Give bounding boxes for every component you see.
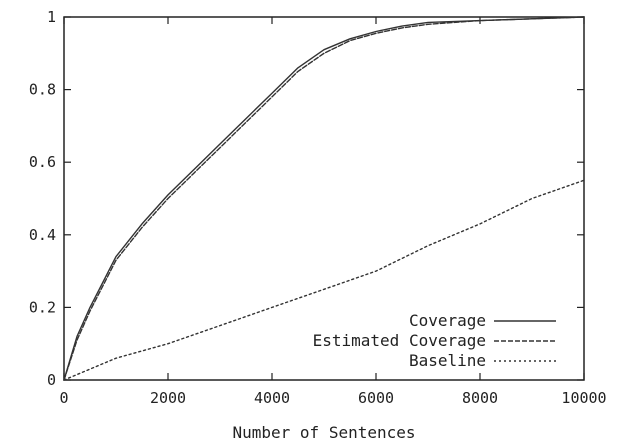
y-tick-label: 0.4 xyxy=(29,226,56,244)
x-tick-label: 0 xyxy=(59,389,68,407)
x-tick-label: 8000 xyxy=(462,389,498,407)
x-tick-label: 4000 xyxy=(254,389,290,407)
y-tick-label: 1 xyxy=(47,8,56,26)
series-line-baseline xyxy=(63,179,585,381)
x-tick-label: 2000 xyxy=(150,389,186,407)
x-tick-label: 6000 xyxy=(358,389,394,407)
y-tick-label: 0 xyxy=(47,371,56,389)
series-line-estimated-coverage xyxy=(63,16,585,381)
legend-label: Baseline xyxy=(409,351,486,370)
plot-frame xyxy=(63,16,585,381)
y-tick-label: 0.8 xyxy=(29,81,56,99)
y-tick-label: 0.2 xyxy=(29,298,56,316)
series-line-coverage xyxy=(63,16,585,381)
x-axis-label: Number of Sentences xyxy=(232,423,415,441)
y-tick-label: 0.6 xyxy=(29,153,56,171)
legend-label: Coverage xyxy=(409,311,486,330)
legend-label: Estimated Coverage xyxy=(313,331,486,350)
plot-border xyxy=(63,16,585,381)
axis-ticks: 0 2000 4000 6000 8000 10000 0 0.2 0.4 0.6 0.8 1 xyxy=(29,8,607,407)
series-lines xyxy=(63,16,585,381)
x-tick-label: 10000 xyxy=(561,389,606,407)
